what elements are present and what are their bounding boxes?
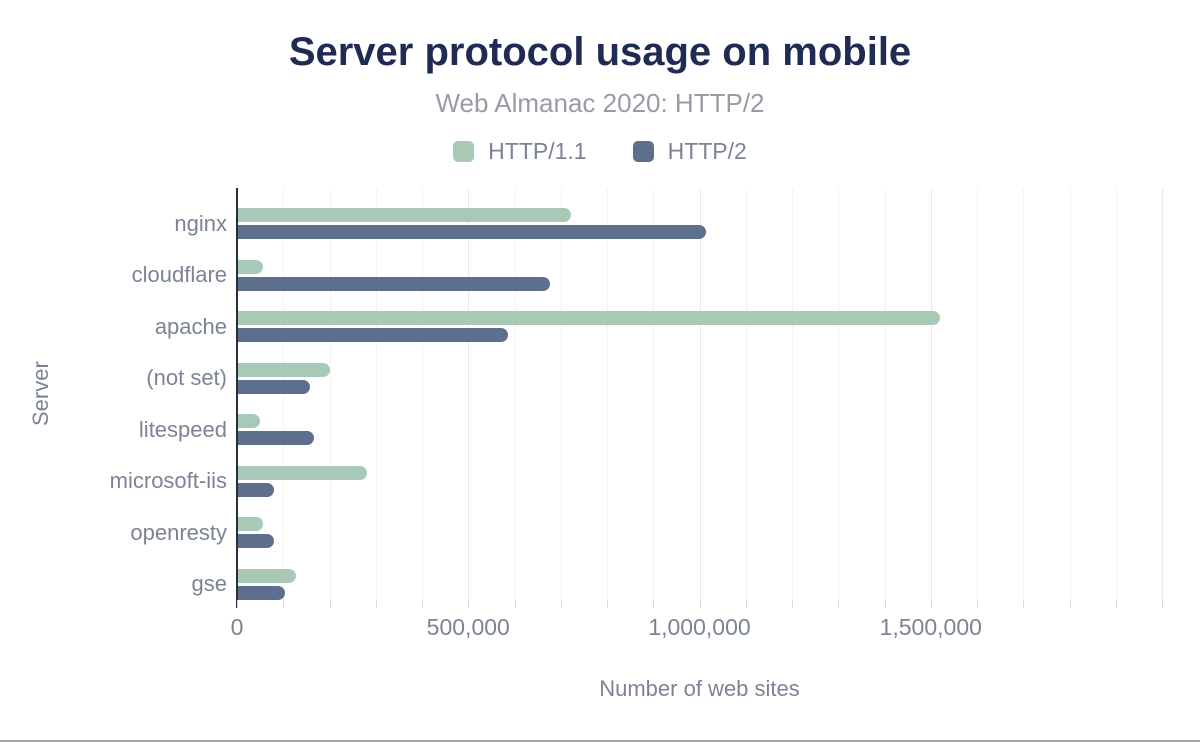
x-axis-tick: [745, 600, 747, 608]
bar-cloudflare-http-1-1: [237, 259, 264, 274]
category-label-litespeed: litespeed: [138, 416, 227, 442]
chart-title: Server protocol usage on mobile: [288, 30, 912, 74]
x-axis-tick: [237, 600, 238, 608]
gridline-minor: [792, 188, 793, 600]
x-axis-tick: [1162, 600, 1163, 608]
x-axis-tick: [283, 600, 285, 608]
category-label--not-set-: (not set): [146, 365, 227, 391]
legend-item-http2: HTTP/2: [632, 138, 747, 165]
category-label-apache: apache: [154, 313, 227, 339]
bar-cloudflare-http-2: [237, 276, 551, 291]
bar--not-set--http-2: [237, 379, 310, 394]
category-label-gse: gse: [191, 571, 227, 597]
legend-label-http11: HTTP/1.1: [488, 138, 587, 164]
bar-group-nginx: [237, 188, 1162, 240]
gridline-minor: [838, 188, 840, 600]
y-axis-category-labels: nginx cloudflare apache (not set) litespeed m…: [0, 188, 227, 600]
bar-apache-http-2: [237, 328, 509, 342]
bar-group-openresty: [237, 497, 1162, 549]
gridline-minor: [607, 188, 608, 600]
x-axis-tick: [884, 600, 886, 608]
x-axis-tick: [653, 600, 655, 608]
bar-apache-http-1-1: [237, 311, 941, 325]
gridline-minor: [329, 188, 331, 600]
bar-litespeed-http-1-1: [237, 414, 261, 428]
x-axis-tick: [930, 600, 932, 608]
x-axis-tick: [977, 600, 978, 608]
y-axis-line: [236, 188, 238, 608]
gridline-minor: [514, 188, 516, 600]
bar-microsoft-iis-http-2: [237, 482, 274, 497]
bar-group-cloudflare: [237, 240, 1162, 292]
x-axis-tick: [468, 600, 470, 608]
bar-gse-http-1-1: [237, 568, 297, 583]
category-label-microsoft-iis: microsoft-iis: [109, 468, 227, 494]
legend: HTTP/1.1 HTTP/2: [0, 138, 1200, 165]
gridline-minor: [977, 188, 978, 600]
category-label-cloudflare: cloudflare: [131, 262, 227, 288]
legend-label-http2: HTTP/2: [667, 138, 747, 164]
category-label-openresty: openresty: [130, 519, 227, 545]
gridline-minor: [1115, 188, 1117, 600]
bar-microsoft-iis-http-1-1: [237, 465, 368, 480]
bar--not-set--http-1-1: [237, 362, 330, 377]
legend-swatch-http11-icon: [453, 141, 475, 162]
gridline-minor: [1069, 188, 1071, 600]
bar-group-litespeed: [237, 394, 1162, 446]
bar-nginx-http-2: [237, 225, 707, 239]
x-axis-ticks: [237, 600, 1163, 608]
x-tick-label-1000000: 1,000,000: [648, 614, 751, 640]
x-axis-tick: [838, 600, 840, 608]
bar-openresty-http-2: [237, 534, 274, 548]
category-label-nginx: nginx: [174, 210, 227, 236]
x-axis-tick: [1115, 600, 1117, 608]
bar-group-apache: [237, 291, 1162, 343]
x-axis-tick: [1069, 600, 1071, 608]
x-axis-tick: [375, 600, 377, 608]
gridline-minor: [1023, 188, 1025, 600]
x-axis-tick: [792, 600, 793, 608]
bar-group--not-set-: [237, 343, 1162, 395]
legend-item-http11: HTTP/1.1: [453, 138, 587, 165]
bar-openresty-http-1-1: [237, 517, 264, 531]
legend-swatch-http2-icon: [632, 141, 654, 162]
x-axis-tick: [607, 600, 608, 608]
x-tick-label-1500000: 1,500,000: [879, 614, 982, 640]
x-tick-label-500000: 500,000: [426, 614, 510, 640]
chart-subtitle: Web Almanac 2020: HTTP/2: [435, 88, 765, 118]
x-axis-tick-labels: 0 500,000 1,000,000 1,500,000: [231, 614, 1162, 642]
x-axis-tick: [514, 600, 516, 608]
gridline-minor: [375, 188, 377, 600]
x-tick-label-0: 0: [230, 614, 244, 640]
x-axis-tick: [422, 600, 423, 608]
gridline-minor: [745, 188, 747, 600]
x-axis-tick: [1023, 600, 1025, 608]
x-axis-tick: [560, 600, 562, 608]
bar-litespeed-http-2: [237, 431, 314, 445]
gridline-major: [468, 188, 470, 600]
bar-group-gse: [237, 549, 1162, 601]
gridline-minor: [283, 188, 285, 600]
x-axis-tick: [699, 600, 701, 608]
bar-nginx-http-1-1: [237, 208, 572, 222]
bar-group-microsoft-iis: [237, 446, 1162, 498]
gridline-minor: [884, 188, 886, 600]
gridline-minor: [653, 188, 655, 600]
gridline-minor: [422, 188, 423, 600]
x-axis-tick: [329, 600, 331, 608]
bar-gse-http-2: [237, 585, 285, 600]
x-axis-title: Number of web sites: [599, 676, 800, 701]
gridline-major: [1162, 188, 1163, 600]
gridline-major: [930, 188, 932, 600]
gridline-major: [699, 188, 701, 600]
gridline-minor: [560, 188, 562, 600]
plot-area: [237, 188, 1163, 601]
